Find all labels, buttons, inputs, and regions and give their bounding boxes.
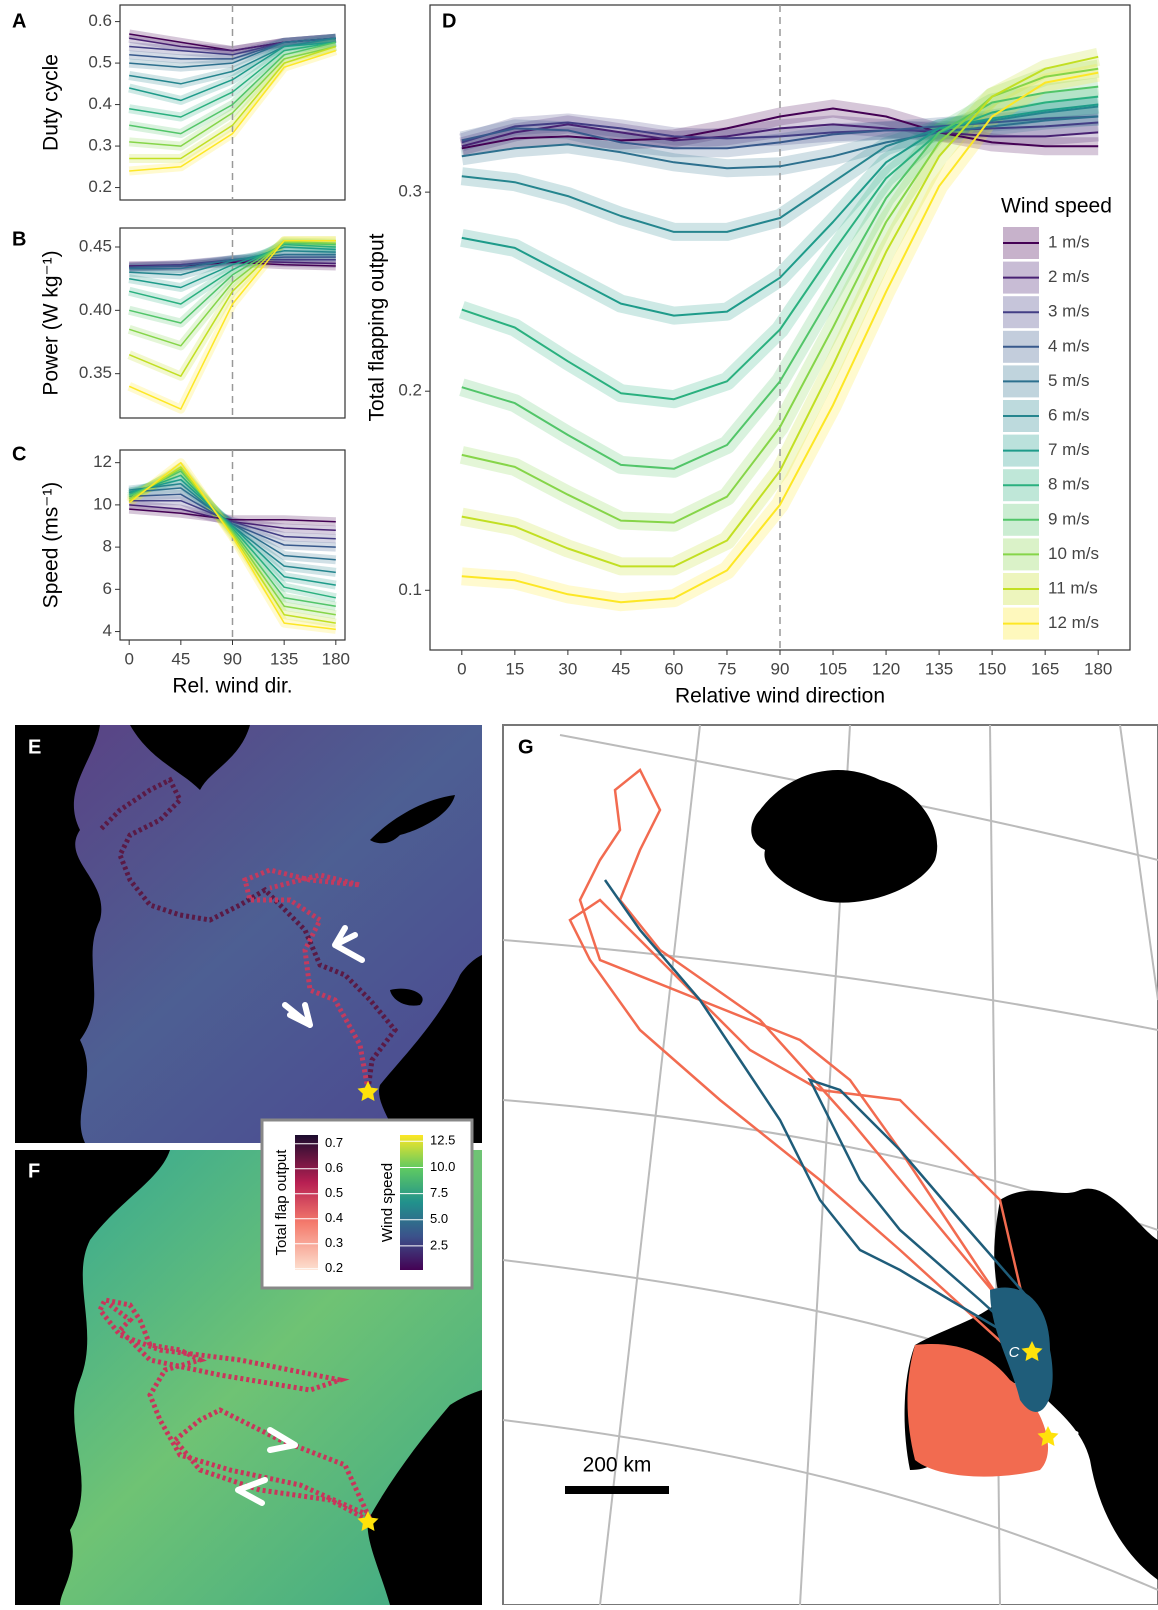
colorbar <box>400 1135 423 1270</box>
y-axis-label: Speed (ms⁻¹) <box>40 482 63 609</box>
y-tick-label: 8 <box>103 537 112 556</box>
x-tick-label: 120 <box>872 659 900 678</box>
legend-label: 3 m/s <box>1048 302 1090 321</box>
colorbar-tick-label: 10.0 <box>430 1159 455 1174</box>
x-tick-label: 90 <box>223 649 242 668</box>
colorbar <box>295 1135 318 1270</box>
colorbar-tick-label: 0.7 <box>325 1135 343 1150</box>
panel-label: G <box>518 736 534 758</box>
y-tick-label: 0.40 <box>79 300 112 319</box>
map-panel-e <box>15 725 482 1143</box>
map-panel-f <box>15 1120 482 1605</box>
y-tick-label: 0.35 <box>79 363 112 382</box>
x-tick-label: 45 <box>611 659 630 678</box>
scale-bar-label: 200 km <box>583 1454 652 1477</box>
x-tick-label: 105 <box>819 659 847 678</box>
colorbar-tick-label: 2.5 <box>430 1237 448 1252</box>
panel-label: F <box>28 1160 40 1182</box>
legend-label: 10 m/s <box>1048 544 1099 563</box>
colorbar-tick-label: 0.6 <box>325 1160 343 1175</box>
y-axis-label: Duty cycle <box>40 54 63 151</box>
colorbar-tick-label: 5.0 <box>430 1211 448 1226</box>
x-tick-label: 165 <box>1031 659 1059 678</box>
x-tick-label: 180 <box>1084 659 1112 678</box>
legend-label: 2 m/s <box>1048 267 1090 286</box>
y-tick-label: 0.4 <box>88 94 112 113</box>
x-tick-label: 90 <box>771 659 790 678</box>
panel-label: E <box>28 736 41 758</box>
x-axis-label: Relative wind direction <box>675 685 885 708</box>
x-tick-label: 180 <box>322 649 350 668</box>
y-tick-label: 0.2 <box>398 381 422 400</box>
panel-label: A <box>12 10 26 32</box>
y-tick-label: 0.5 <box>88 53 112 72</box>
colorbar-tick-label: 0.3 <box>325 1235 343 1250</box>
figure: A Duty cycle 0.2 0.3 0.4 0.5 0.6 B Power (W kg⁻¹… <box>0 0 1158 1605</box>
legend-label: 9 m/s <box>1048 509 1090 528</box>
legend-label: 6 m/s <box>1048 405 1090 424</box>
legend-label: 7 m/s <box>1048 440 1090 459</box>
x-tick-label: 150 <box>978 659 1006 678</box>
colorbar-tick-label: 0.5 <box>325 1185 343 1200</box>
colony-label: B <box>1069 1428 1079 1445</box>
legend-label: 11 m/s <box>1048 578 1098 597</box>
y-tick-label: 0.1 <box>398 580 422 599</box>
x-tick-label: 60 <box>664 659 683 678</box>
legend-label: 4 m/s <box>1048 336 1090 355</box>
legend-label: 5 m/s <box>1048 371 1090 390</box>
y-tick-label: 0.2 <box>88 177 112 196</box>
x-tick-label: 135 <box>925 659 953 678</box>
x-tick-label: 135 <box>270 649 298 668</box>
x-axis-label: Rel. wind dir. <box>172 675 292 698</box>
x-tick-label: 0 <box>124 649 133 668</box>
colorbar-title: Total flap output <box>273 1149 290 1256</box>
y-tick-label: 4 <box>103 621 112 640</box>
colorbar-tick-label: 7.5 <box>430 1185 448 1200</box>
legend-title: Wind speed <box>1001 195 1112 218</box>
y-axis-label: Total flapping output <box>366 233 389 421</box>
panel-label: D <box>442 10 456 32</box>
x-tick-label: 30 <box>558 659 577 678</box>
x-tick-label: 75 <box>718 659 737 678</box>
y-tick-label: 10 <box>93 494 112 513</box>
panel-label: C <box>12 443 26 465</box>
colorbar-title: Wind speed <box>379 1163 396 1242</box>
legend-label: 1 m/s <box>1048 232 1090 251</box>
colorbar-tick-label: 0.4 <box>325 1210 343 1225</box>
y-tick-label: 6 <box>103 579 112 598</box>
y-tick-label: 0.6 <box>88 11 112 30</box>
y-tick-label: 0.3 <box>88 136 112 155</box>
colony-label: C <box>1009 1344 1020 1361</box>
colorbar-tick-label: 12.5 <box>430 1133 455 1148</box>
x-tick-label: 0 <box>457 659 466 678</box>
legend-label: 8 m/s <box>1048 475 1090 494</box>
y-axis-label: Power (W kg⁻¹) <box>40 250 63 395</box>
y-tick-label: 12 <box>93 452 112 471</box>
panel-label: B <box>12 228 26 250</box>
x-tick-label: 45 <box>171 649 190 668</box>
legend-label: 12 m/s <box>1048 613 1099 632</box>
colorbar-tick-label: 0.2 <box>325 1260 343 1275</box>
x-tick-label: 15 <box>505 659 524 678</box>
y-tick-label: 0.3 <box>398 182 422 201</box>
y-tick-label: 0.45 <box>79 236 112 255</box>
